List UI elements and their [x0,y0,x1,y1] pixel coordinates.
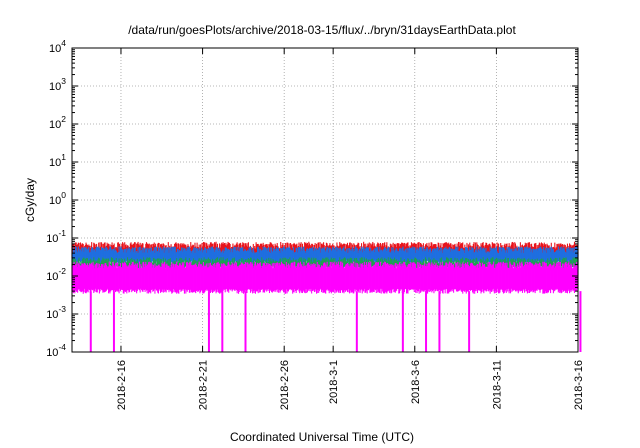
y-tick-label: 10-1 [46,228,66,245]
x-tick-label: 2018-2-16 [116,360,128,410]
x-tick-label: 2018-3-6 [410,360,422,404]
plot-data [71,241,582,352]
x-tick-labels: 2018-2-16 2018-2-21 2018-2-26 2018-3-1 2018-… [116,360,585,410]
y-tick-label: 102 [49,114,66,131]
gridlines [72,47,579,353]
x-tick-label: 2018-3-11 [491,360,503,409]
x-tick-label: 2018-3-16 [573,360,585,410]
y-tick-label: 100 [49,190,66,207]
y-tick-label: 10-4 [46,342,66,359]
series-3-band [71,261,582,352]
x-tick-label: 2018-3-1 [328,360,340,404]
y-axis-label: cGy/day [23,178,37,222]
chart-title: /data/run/goesPlots/archive/2018-03-15/f… [128,23,516,37]
y-tick-label: 103 [49,76,66,93]
x-tick-label: 2018-2-26 [279,360,291,410]
x-axis-label: Coordinated Universal Time (UTC) [230,430,414,444]
y-tick-labels: 10-4 10-3 10-2 10-1 100 101 102 103 104 [46,38,66,359]
x-tick-label: 2018-2-21 [198,360,210,410]
y-tick-label: 10-3 [46,304,66,321]
tick-marks [72,47,579,353]
y-tick-label: 101 [49,152,66,169]
y-tick-label: 10-2 [46,266,66,283]
y-tick-label: 104 [49,38,66,55]
